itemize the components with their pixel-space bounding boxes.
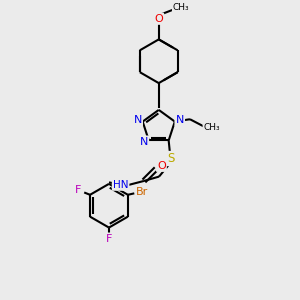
Text: CH₃: CH₃ — [173, 3, 190, 12]
Text: S: S — [167, 152, 175, 165]
Text: F: F — [106, 234, 112, 244]
Text: F: F — [75, 185, 82, 195]
Text: CH₃: CH₃ — [203, 123, 220, 132]
Text: HN: HN — [113, 180, 128, 190]
Text: N: N — [176, 116, 184, 125]
Text: O: O — [154, 14, 163, 24]
Text: O: O — [157, 161, 166, 171]
Text: Br: Br — [136, 187, 148, 196]
Text: N: N — [134, 116, 142, 125]
Text: N: N — [140, 136, 148, 147]
